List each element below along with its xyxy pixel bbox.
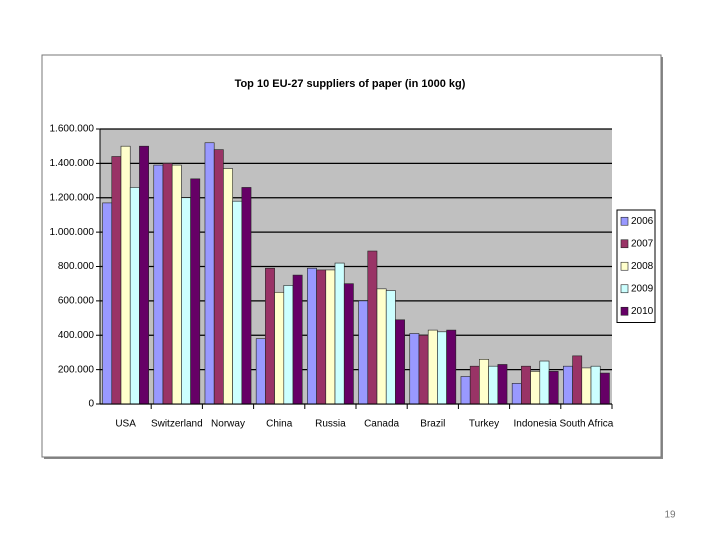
x-tick-label: China	[266, 419, 293, 430]
bar	[307, 267, 317, 405]
bar	[343, 283, 354, 405]
x-tick-label: Brazil	[420, 419, 445, 430]
bar	[548, 371, 559, 405]
bar	[325, 269, 336, 405]
bar	[292, 274, 303, 405]
bar	[488, 365, 499, 405]
x-tick-label: USA	[115, 419, 136, 430]
bar	[283, 285, 294, 405]
bar	[241, 187, 252, 405]
y-tick-label: 1.400.000	[50, 158, 95, 169]
bar	[153, 164, 164, 405]
bar	[274, 291, 285, 405]
legend-label: 2009	[631, 283, 654, 294]
bar	[181, 197, 191, 405]
legend-label: 2008	[631, 261, 654, 272]
bar	[120, 145, 131, 405]
y-tick-label: 0	[88, 399, 94, 410]
bar	[376, 288, 387, 405]
bar	[129, 187, 140, 405]
bar	[460, 376, 471, 405]
bar	[581, 367, 592, 405]
bar	[255, 338, 266, 405]
x-tick-label: Switzerland	[151, 419, 203, 430]
bar	[265, 267, 275, 405]
bar	[139, 145, 149, 405]
chart-title: Top 10 EU-27 suppliers of paper (in 1000…	[235, 78, 466, 90]
legend-label: 2010	[631, 306, 654, 317]
bar	[367, 250, 378, 405]
x-tick-label: Turkey	[469, 419, 499, 430]
bar	[213, 149, 224, 405]
bar	[232, 200, 243, 405]
bar	[102, 202, 113, 405]
y-tick-label: 200.000	[58, 364, 95, 375]
bar	[316, 269, 327, 405]
y-tick-label: 1.000.000	[50, 227, 95, 238]
legend-swatch	[620, 239, 629, 249]
bar	[418, 334, 429, 405]
bar	[446, 329, 457, 405]
x-tick-label: Indonesia	[514, 419, 558, 430]
bar	[171, 164, 182, 405]
bar	[590, 365, 601, 405]
bar	[162, 163, 173, 405]
legend-swatch	[620, 261, 629, 271]
bar	[395, 319, 405, 405]
y-tick-label: 1.600.000	[50, 124, 95, 135]
y-tick-label: 400.000	[58, 330, 95, 341]
legend-swatch	[620, 306, 629, 316]
bar	[190, 178, 201, 405]
bar	[563, 365, 573, 405]
bar	[409, 333, 420, 405]
bar	[111, 156, 122, 405]
y-tick-label: 600.000	[58, 296, 95, 307]
legend-label: 2006	[631, 216, 654, 227]
bar	[479, 359, 489, 405]
legend-label: 2007	[631, 238, 654, 249]
page-number: 19	[664, 510, 676, 521]
bar	[530, 371, 541, 405]
bar	[497, 364, 508, 405]
bar	[539, 360, 550, 405]
x-tick-label: Russia	[315, 419, 346, 430]
x-tick-label: Norway	[211, 419, 245, 430]
bar	[223, 168, 233, 405]
y-tick-label: 800.000	[58, 261, 95, 272]
bar	[437, 331, 447, 405]
x-tick-label: Canada	[364, 419, 399, 430]
y-tick-label: 1.200.000	[50, 192, 95, 203]
legend-swatch	[620, 216, 629, 226]
bar	[599, 372, 610, 405]
bar	[511, 383, 522, 405]
bar	[521, 365, 531, 405]
bar	[572, 355, 583, 405]
bar	[469, 365, 480, 405]
bar	[204, 142, 215, 405]
legend-swatch	[620, 284, 629, 294]
bar	[334, 262, 345, 405]
bar	[385, 290, 396, 405]
bar	[427, 329, 438, 405]
bar	[358, 300, 369, 405]
x-tick-label: South Africa	[559, 419, 613, 430]
